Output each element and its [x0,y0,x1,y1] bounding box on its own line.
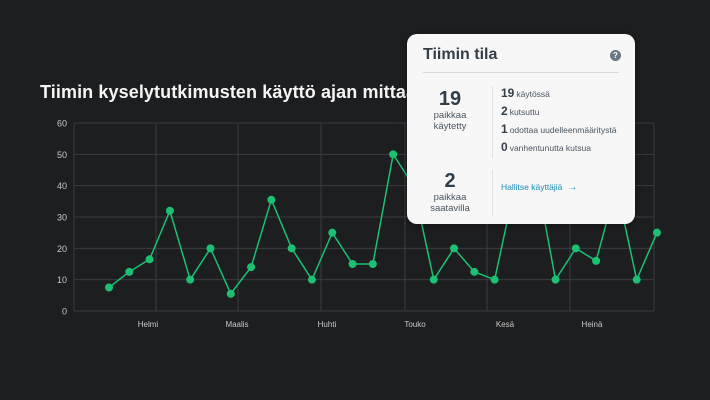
list-item: 1 odottaa uudelleenmääritystä [501,122,616,140]
arrow-right-icon: → [567,182,578,193]
svg-text:0: 0 [62,307,67,317]
stat-label: käytetty [433,121,467,132]
item-label: vanhentunutta kutsua [509,143,591,153]
svg-text:20: 20 [57,244,67,254]
svg-text:Touko: Touko [404,320,426,329]
item-label: käytössä [516,89,550,99]
divider [492,170,493,216]
list-item: 0 vanhentunutta kutsua [501,140,616,158]
divider [492,86,493,158]
svg-text:30: 30 [57,213,67,223]
svg-text:40: 40 [57,181,67,191]
stat-label: paikkaa [433,192,467,203]
svg-text:Kesä: Kesä [496,320,515,329]
y-axis-labels: 0 10 20 30 40 50 60 [57,119,67,317]
svg-text:50: 50 [57,150,67,160]
count: 0 [501,140,508,154]
seats-available-stat: 2 paikkaa saatavilla [415,170,485,214]
list-item: 19 käytössä [501,86,616,104]
seats-used-stat: 19 paikkaa käytetty [415,88,485,132]
svg-text:10: 10 [57,275,67,285]
card-title: Tiimin tila [423,46,498,63]
chart-title: Tiimin kyselytutkimusten käyttö ajan mit… [40,82,428,102]
svg-text:Heinä: Heinä [582,320,603,329]
chart-series [105,150,661,298]
count: 19 [501,86,515,100]
list-item: 2 kutsuttu [501,104,616,122]
stat-label: paikkaa [433,110,467,121]
stat-label: saatavilla [430,203,470,214]
team-status-card: Tiimin tila ? 19 paikkaa käytetty 2 paik… [407,34,635,224]
link-label: Hallitse käyttäjiä [501,182,563,192]
svg-text:Maalis: Maalis [225,320,248,329]
svg-text:Huhti: Huhti [318,320,337,329]
x-axis-labels: Helmi Maalis Huhti Touko Kesä Heinä [138,320,603,329]
item-label: odottaa uudelleenmääritystä [509,125,617,135]
seat-breakdown-list: 19 käytössä 2 kutsuttu 1 odottaa uudelleenm… [501,86,616,158]
svg-text:Helmi: Helmi [138,320,159,329]
help-icon[interactable]: ? [610,50,621,61]
item-label: kutsuttu [509,107,540,117]
seats-available-value: 2 [444,170,456,192]
divider [423,72,619,73]
count: 1 [501,122,508,136]
manage-users-link[interactable]: Hallitse käyttäjiä → [501,182,577,193]
seats-used-value: 19 [438,88,462,110]
count: 2 [501,104,508,118]
svg-text:60: 60 [57,119,67,129]
